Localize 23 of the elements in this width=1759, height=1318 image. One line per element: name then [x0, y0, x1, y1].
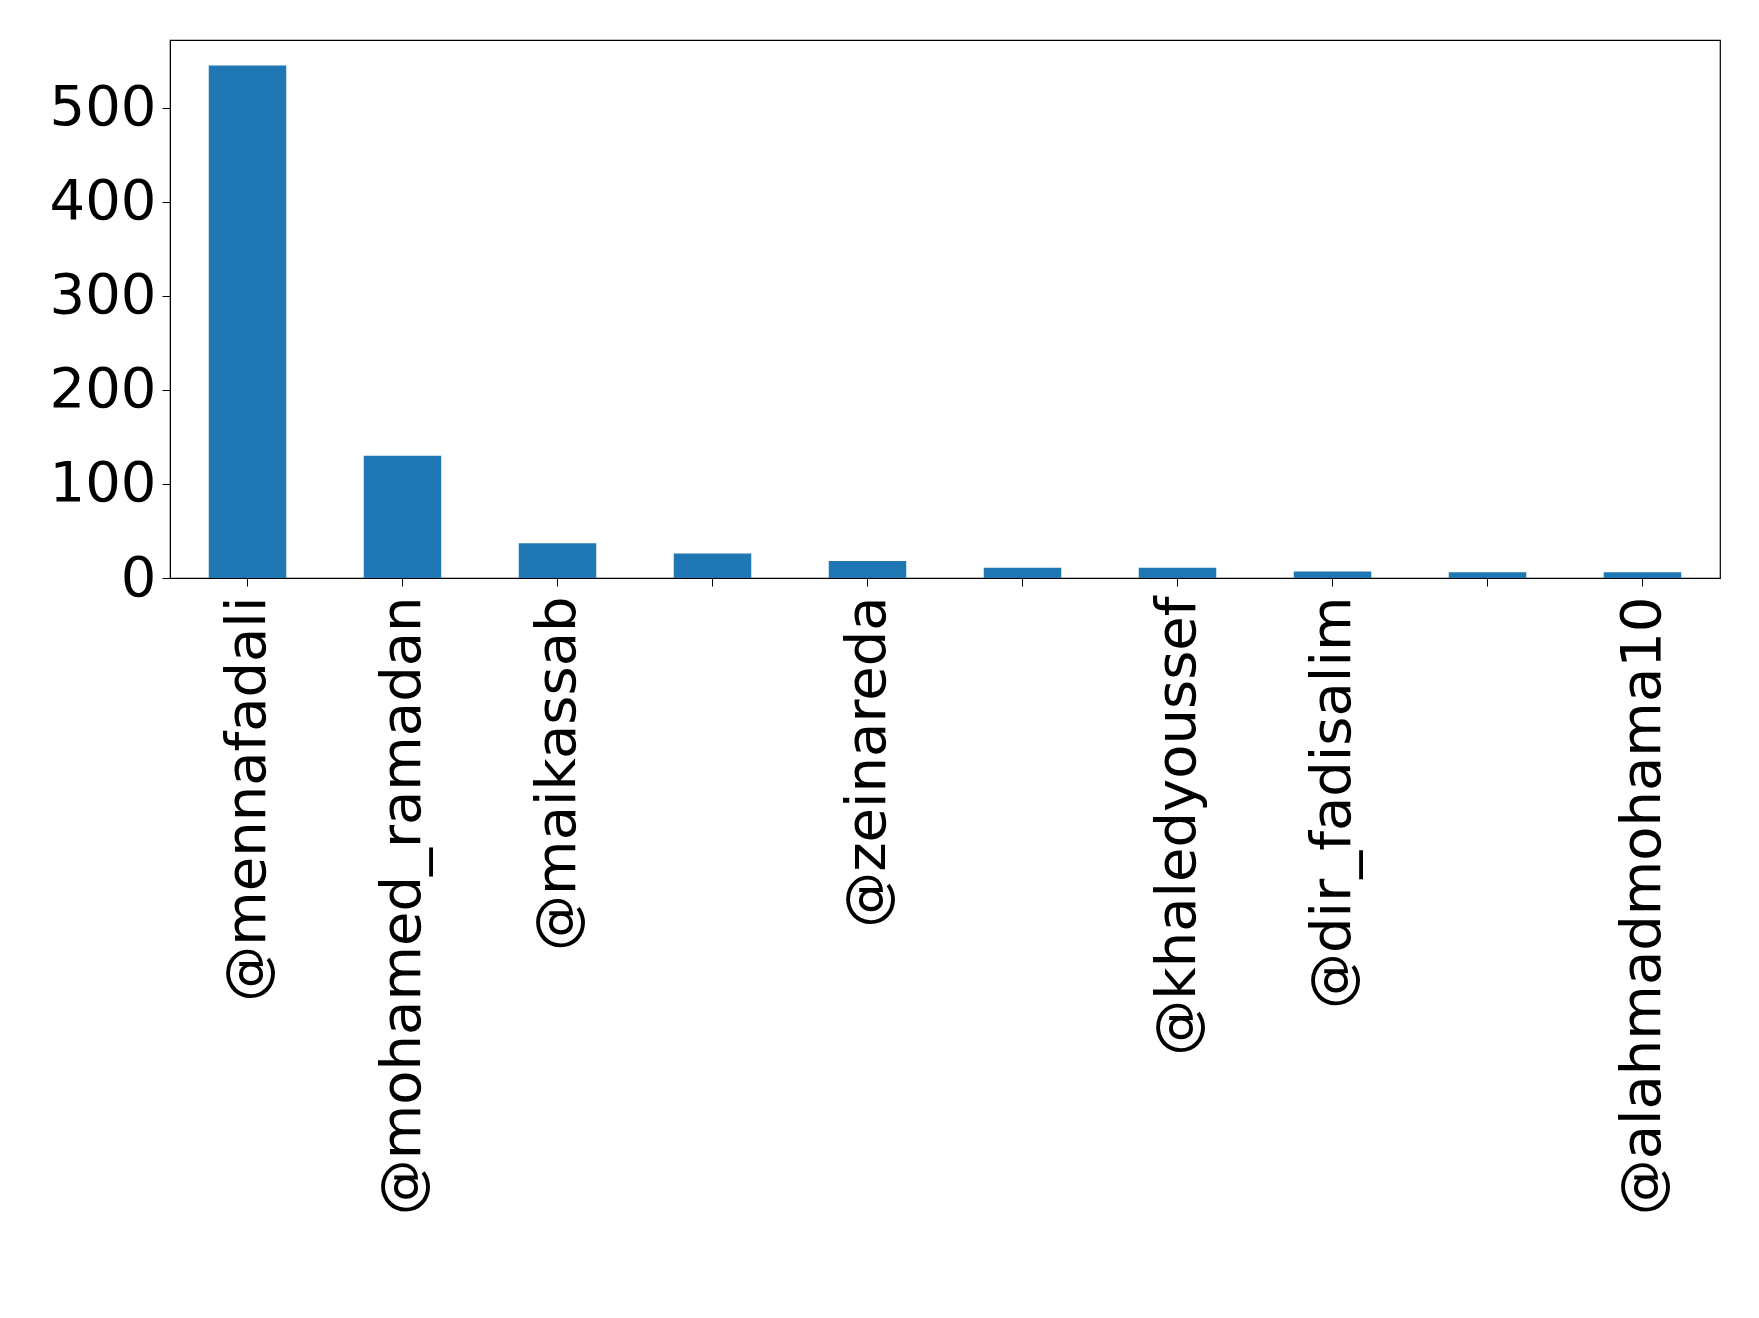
x-tick-label: @mohamed_ramadan: [367, 596, 433, 1216]
x-tick-label: @alahmadmohama10: [1607, 596, 1673, 1216]
x-tick-label: @mennafadali: [212, 596, 278, 1002]
bar: [1603, 572, 1682, 578]
y-tick-label: 100: [49, 449, 157, 515]
bar: [1293, 571, 1372, 578]
x-tick-label: @maikassab: [522, 596, 588, 951]
x-tick-label: @zeinareda: [832, 596, 898, 928]
bar: [673, 553, 752, 578]
y-tick-label: 300: [49, 261, 157, 327]
bar: [208, 65, 287, 578]
bar: [828, 561, 907, 578]
bar: [983, 567, 1062, 578]
bar: [1448, 572, 1527, 578]
y-tick-label: 500: [49, 73, 157, 139]
bar: [1138, 567, 1217, 578]
y-tick-label: 400: [49, 167, 157, 233]
bar: [363, 455, 442, 578]
bar: [518, 543, 597, 578]
x-tick-label: @khaledyoussef: [1142, 595, 1208, 1056]
y-tick-label: 0: [120, 543, 157, 609]
y-tick-label: 200: [49, 355, 157, 421]
x-tick-label: @dir_fadisalim: [1297, 596, 1363, 1009]
